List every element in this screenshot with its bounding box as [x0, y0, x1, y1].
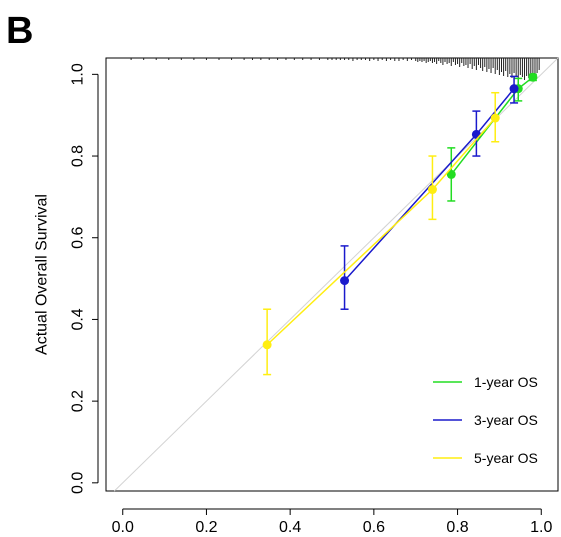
y-tick-label: 0.2	[70, 390, 87, 412]
data-point	[490, 113, 500, 123]
data-point	[340, 276, 350, 286]
data-point	[509, 84, 519, 94]
data-point	[471, 129, 481, 139]
data-point	[528, 72, 538, 82]
y-axis: 0.0 0.2 0.4 0.6 0.8 1.0	[70, 63, 99, 494]
legend-label: 1-year OS	[474, 374, 538, 390]
y-tick-label: 1.0	[70, 63, 87, 85]
data-point	[446, 169, 456, 179]
series-line	[343, 88, 515, 282]
series-3	[262, 91, 500, 376]
x-tick-label: 0.2	[195, 519, 217, 536]
x-tick-label: 0.6	[363, 519, 385, 536]
x-tick-label: 0.4	[279, 519, 301, 536]
panel-label: B	[6, 10, 33, 52]
x-tick-label: 1.0	[530, 519, 552, 536]
data-point	[262, 340, 272, 350]
x-tick-label: 0.8	[446, 519, 468, 536]
legend-label: 5-year OS	[474, 450, 538, 466]
plot-area	[105, 57, 559, 492]
x-tick-label: 0.0	[112, 519, 134, 536]
legend: 1-year OS 3-year OS 5-year OS	[433, 374, 538, 466]
series-2	[340, 75, 519, 310]
x-axis: 0.0 0.2 0.4 0.6 0.8 1.0	[112, 508, 552, 536]
y-tick-label: 0.8	[70, 145, 87, 167]
series-layer	[262, 72, 538, 376]
legend-label: 3-year OS	[474, 412, 538, 428]
y-tick-label: 0.0	[70, 472, 87, 494]
rug-layer	[130, 58, 540, 80]
y-axis-title: Actual Overall Survival	[34, 194, 51, 355]
y-tick-label: 0.6	[70, 227, 87, 249]
y-tick-label: 0.4	[70, 308, 87, 330]
data-point	[427, 185, 437, 195]
